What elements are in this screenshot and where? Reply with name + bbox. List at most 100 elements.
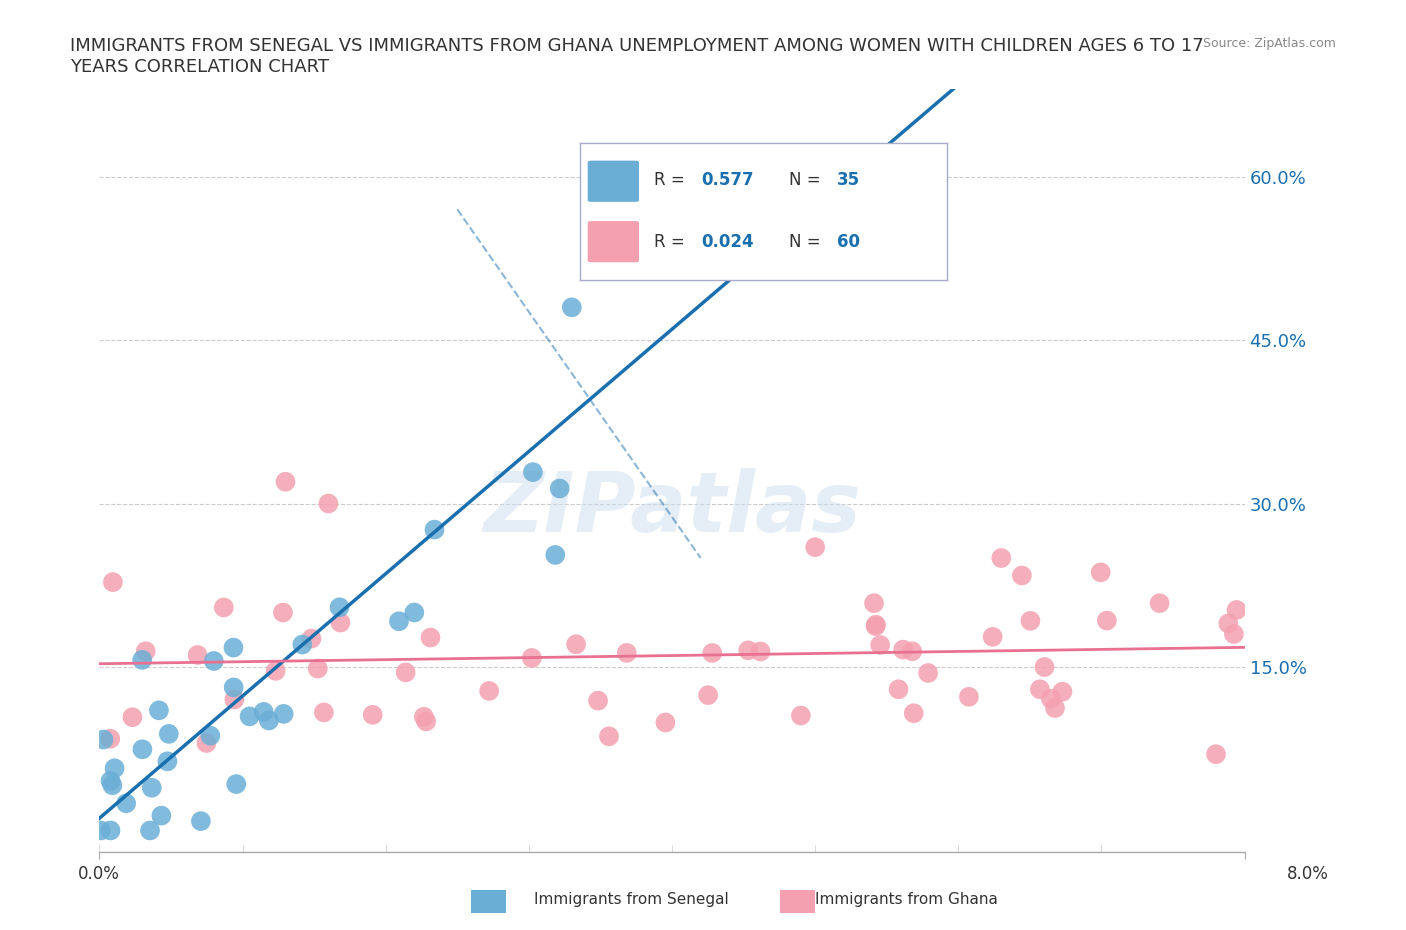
Point (121, 710, 143, 724)
Point (239, 709, 262, 724)
Point (981, 630, 1004, 644)
Point (702, 645, 724, 660)
Point (586, 693, 609, 708)
Point (100, 774, 122, 789)
Point (478, 684, 501, 698)
Point (148, 703, 170, 718)
Point (329, 600, 352, 615)
Point (195, 736, 218, 751)
Point (361, 708, 384, 723)
Point (388, 614, 411, 629)
Point (616, 645, 638, 660)
Point (1011, 568, 1033, 583)
Text: Immigrants from Ghana: Immigrants from Ghana (815, 892, 998, 907)
Point (312, 705, 335, 720)
Point (548, 481, 571, 496)
Point (1052, 684, 1074, 699)
Point (404, 605, 426, 620)
Point (1095, 613, 1118, 628)
Point (274, 474, 297, 489)
Point (415, 714, 437, 729)
Point (318, 496, 340, 511)
Point (901, 644, 924, 658)
Point (697, 687, 720, 702)
Point (561, 299, 583, 314)
Point (520, 650, 543, 665)
Point (1039, 691, 1062, 706)
Point (865, 618, 887, 632)
Point (790, 708, 813, 723)
Point (903, 706, 925, 721)
Point (131, 742, 153, 757)
Point (1225, 603, 1247, 618)
Point (865, 618, 887, 633)
Point (141, 780, 163, 795)
Point (253, 704, 276, 719)
Point (115, 796, 138, 811)
Point (957, 689, 980, 704)
Point (200, 728, 222, 743)
Point (749, 644, 772, 658)
Point (395, 665, 418, 680)
Point (93, 732, 115, 747)
Point (101, 777, 124, 792)
Point (224, 692, 246, 707)
Point (98, 731, 121, 746)
Text: Immigrants from Senegal: Immigrants from Senegal (534, 892, 730, 907)
Point (90, 823, 112, 838)
Point (131, 653, 153, 668)
Point (257, 713, 280, 728)
Text: IMMIGRANTS FROM SENEGAL VS IMMIGRANTS FROM GHANA UNEMPLOYMENT AMONG WOMEN WITH C: IMMIGRANTS FROM SENEGAL VS IMMIGRANTS FR… (70, 37, 1204, 76)
Point (633, 147, 655, 162)
Point (412, 710, 434, 724)
Point (135, 644, 157, 658)
Point (1090, 565, 1112, 579)
Point (917, 666, 939, 681)
Point (100, 823, 122, 838)
Point (222, 640, 245, 655)
Text: ZIPatlas: ZIPatlas (484, 469, 860, 550)
Text: 8.0%: 8.0% (1286, 865, 1329, 883)
Point (190, 814, 212, 829)
Text: 0.0%: 0.0% (77, 865, 120, 883)
Point (156, 754, 179, 769)
Point (1029, 682, 1052, 697)
Point (1149, 596, 1171, 611)
Point (212, 600, 235, 615)
Point (264, 663, 287, 678)
Point (101, 575, 124, 590)
Point (139, 823, 162, 838)
Point (202, 654, 225, 669)
Point (225, 777, 247, 791)
Point (863, 596, 886, 611)
Point (157, 726, 180, 741)
Text: Source: ZipAtlas.com: Source: ZipAtlas.com (1202, 37, 1336, 50)
Point (419, 631, 441, 645)
Point (1205, 747, 1227, 762)
Point (522, 465, 544, 480)
Point (565, 637, 588, 652)
Point (273, 707, 295, 722)
Point (271, 605, 294, 620)
Point (891, 643, 914, 658)
Point (1043, 700, 1066, 715)
Point (222, 680, 245, 695)
Point (544, 548, 567, 563)
Point (423, 522, 446, 537)
Point (103, 761, 125, 776)
Point (1218, 616, 1240, 631)
Point (990, 551, 1012, 565)
Point (1033, 659, 1056, 674)
Point (307, 661, 329, 676)
Point (1019, 614, 1042, 629)
Point (150, 808, 173, 823)
Point (1223, 627, 1246, 642)
Point (187, 647, 209, 662)
Point (329, 615, 352, 630)
Point (301, 631, 323, 646)
Point (291, 637, 314, 652)
Point (654, 715, 676, 730)
Point (869, 637, 891, 652)
Point (804, 539, 827, 554)
Point (887, 682, 910, 697)
